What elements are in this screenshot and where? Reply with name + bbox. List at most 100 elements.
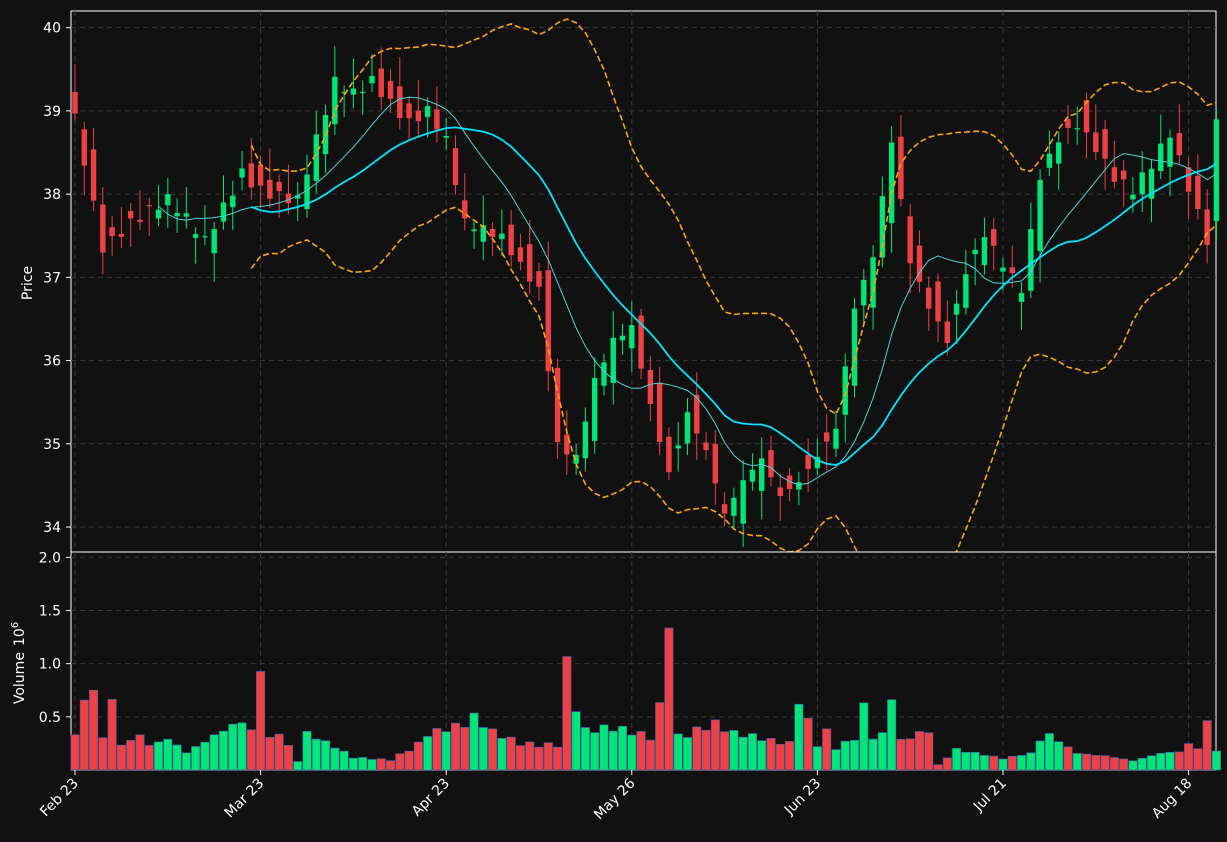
candle — [870, 245, 876, 330]
candle-body — [397, 86, 403, 118]
volume-bar — [302, 731, 312, 771]
candle-body — [341, 92, 347, 94]
volume-bar — [747, 733, 757, 771]
candle — [786, 468, 793, 502]
volume-bar — [1184, 743, 1194, 771]
candle-body — [684, 412, 691, 444]
candle — [517, 233, 524, 271]
candle-body — [202, 236, 208, 238]
volume-bar — [283, 745, 293, 771]
candle-body — [666, 436, 672, 473]
candle-body — [786, 475, 793, 490]
volume-bar — [144, 745, 154, 771]
volume-bar — [655, 702, 665, 771]
candle-body — [1148, 168, 1155, 199]
volume-bar — [1007, 755, 1017, 771]
volume-bar — [1211, 750, 1221, 771]
candle-body — [1130, 194, 1136, 200]
volume-bar — [979, 755, 989, 771]
candle — [1195, 154, 1201, 220]
candle-body — [415, 110, 422, 122]
candle — [777, 473, 783, 521]
volume-bar — [608, 730, 618, 771]
candle — [220, 175, 227, 230]
volume-bar — [534, 746, 544, 771]
candle — [359, 80, 366, 116]
volume-bar — [933, 764, 943, 771]
volume-bar — [274, 733, 284, 771]
volume-bar — [154, 741, 164, 771]
candle — [304, 154, 310, 218]
candle-body — [926, 287, 932, 309]
candle — [1167, 129, 1173, 197]
candle-body — [1065, 119, 1071, 128]
candle-body — [768, 450, 774, 478]
candle-body — [601, 362, 607, 386]
candle — [981, 217, 988, 275]
volume-bar — [423, 736, 433, 771]
candle-body — [257, 164, 264, 186]
volume-bar — [571, 711, 581, 771]
candle-body — [1195, 175, 1201, 210]
volume-y-ticks: 0.5 1.0 1.5 2.0 — [39, 550, 71, 726]
candle-body — [694, 394, 700, 434]
volume-bar — [1044, 733, 1054, 771]
candle — [907, 203, 913, 294]
candle — [1102, 119, 1108, 190]
candle-body — [1111, 167, 1118, 182]
candle — [1018, 282, 1025, 331]
price-tick-label: 39 — [43, 104, 61, 120]
candle-body — [406, 103, 412, 119]
candle-body — [1139, 172, 1145, 195]
candle-body — [443, 135, 449, 138]
candle-body — [1009, 267, 1015, 274]
volume-bar — [636, 731, 646, 771]
volume-bar — [395, 753, 405, 771]
candle — [629, 301, 635, 372]
candle-body — [554, 367, 561, 443]
volume-axis-exponent-base: 10 — [12, 628, 28, 646]
volume-bar — [840, 740, 850, 771]
candle-body — [285, 193, 292, 204]
volume-bar — [339, 750, 349, 771]
volume-bar — [1035, 740, 1045, 771]
volume-bar — [172, 744, 182, 771]
price-tick-label: 38 — [43, 187, 61, 203]
volume-bar — [450, 722, 460, 771]
candle-body — [582, 421, 589, 459]
volume-bar — [1026, 752, 1036, 771]
candle — [1204, 189, 1210, 264]
volume-bar — [942, 757, 952, 771]
candle — [127, 203, 134, 247]
candle — [1111, 140, 1118, 189]
candle — [675, 422, 681, 472]
candle — [109, 215, 115, 257]
volume-bar — [1054, 741, 1064, 771]
candle — [926, 276, 932, 331]
candle-body — [471, 229, 477, 232]
candle — [248, 138, 255, 200]
volume-bar — [497, 738, 507, 771]
volume-bar — [506, 736, 516, 771]
candle-body — [155, 209, 162, 219]
candle-body — [1037, 179, 1043, 251]
candle-body — [1213, 119, 1220, 222]
volume-axis-label: Volume 106 — [10, 622, 28, 704]
candle-body — [313, 134, 319, 181]
candle — [1139, 151, 1145, 212]
candle-body — [591, 377, 598, 441]
moving-average-long-line — [250, 126, 1216, 466]
volume-bar — [246, 729, 256, 771]
candle — [684, 397, 691, 456]
candle — [619, 323, 626, 355]
candle-body — [1083, 100, 1090, 133]
candle — [462, 173, 468, 231]
price-panel: 34 35 36 37 38 39 40 Price — [20, 10, 1220, 553]
volume-bar — [924, 732, 934, 771]
candle-body — [963, 274, 969, 308]
volume-bar — [1165, 751, 1175, 771]
candle-body — [759, 458, 765, 491]
candle — [545, 241, 551, 392]
candle-body — [1000, 267, 1006, 272]
